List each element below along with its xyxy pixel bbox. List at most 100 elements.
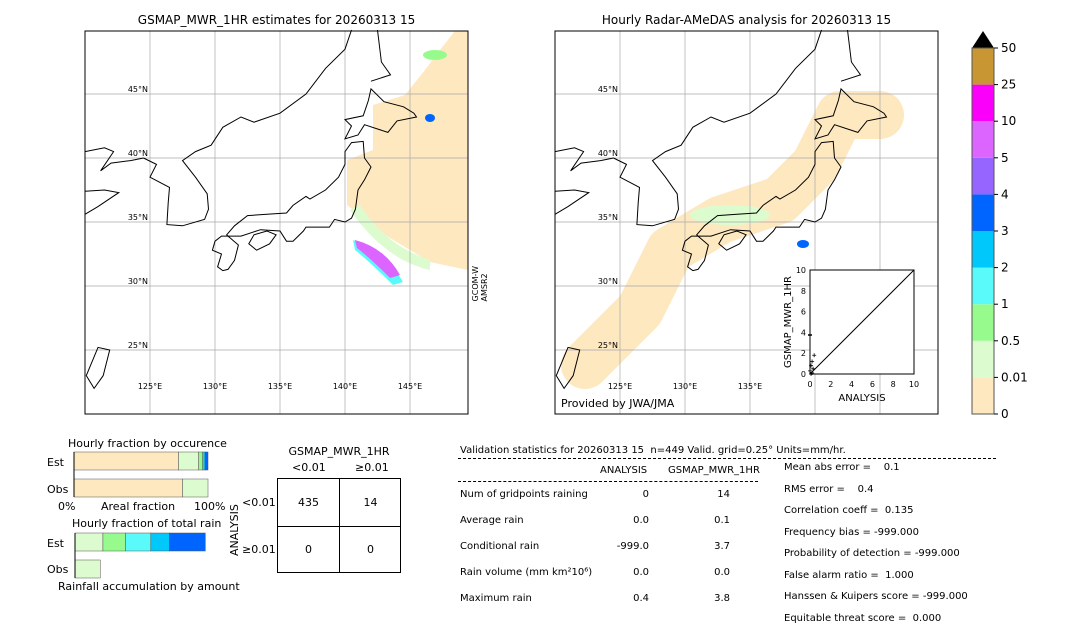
y-tick-label: 0 <box>801 370 806 379</box>
contingency-title: GSMAP_MWR_1HR <box>288 445 390 458</box>
lat-label: 40°N <box>598 149 618 158</box>
bar-segment <box>74 532 104 552</box>
contingency-col-1: ≥0.01 <box>355 461 389 474</box>
scatter-point <box>809 363 814 368</box>
lon-label: 130°E <box>673 382 697 391</box>
bar-segment <box>205 451 209 471</box>
coastline-korea <box>143 29 352 227</box>
contingency-table: 435 14 0 0 <box>277 478 401 573</box>
map-frame <box>84 30 469 415</box>
coastline-shandong <box>84 189 121 215</box>
coastline-shikoku <box>718 230 747 251</box>
stats-col-gsmap: GSMAP_MWR_1HR <box>668 465 760 476</box>
colorbar-extend-arrow <box>972 31 994 48</box>
coastline-kyushu <box>681 235 709 272</box>
cell-miss: 0 <box>305 543 312 556</box>
stat-label: Maximum rain <box>460 593 532 604</box>
y-tick-label: 2 <box>801 349 806 358</box>
rain-fraction-title: Hourly fraction of total rain <box>72 517 222 530</box>
bar-segment <box>150 532 170 552</box>
stat-analysis-value: 0.4 <box>633 593 649 604</box>
left-map: 45°N 40°N 35°N 30°N 25°N 125°E 130°E 135°E 140°E… <box>84 29 469 415</box>
coastline-china <box>84 147 144 172</box>
scatter-ylabel: GSMAP_MWR_1HR <box>783 276 794 368</box>
cell-hits-none: 435 <box>298 496 319 509</box>
left-map-title: GSMAP_MWR_1HR estimates for 20260313 15 <box>137 13 416 27</box>
coastline-korea <box>613 29 822 227</box>
x-tick-label: 2 <box>828 380 833 389</box>
stat-analysis-value: 0 <box>642 489 649 500</box>
bar-segment <box>182 478 209 498</box>
rain-area-3 <box>797 240 809 248</box>
occurrence-title: Hourly fraction by occurence <box>68 437 227 450</box>
colorbar-segment <box>972 157 994 195</box>
colorbar-tick-label: 4 <box>1001 187 1009 201</box>
bar-segment <box>73 478 183 498</box>
stat-label: Average rain <box>460 515 524 526</box>
lon-label: 125°E <box>608 382 632 391</box>
coastline-honshu <box>696 140 842 242</box>
occ-tick-0: 0% <box>58 500 76 513</box>
contingency-row-label: ANALYSIS <box>228 504 241 556</box>
scatter-point <box>809 372 814 376</box>
lat-label: 25°N <box>598 341 618 350</box>
y-tick-label: 10 <box>796 266 806 275</box>
stat-gsmap-value: 0.0 <box>714 567 730 578</box>
score-line: Mean abs error = 0.1 <box>784 462 900 473</box>
stat-gsmap-value: 3.8 <box>714 593 730 604</box>
colorbar-tick-label: 1 <box>1001 297 1009 311</box>
rain-xlabel: Rainfall accumulation by amount <box>58 580 240 593</box>
score-line: RMS error = 0.4 <box>784 483 874 495</box>
stat-gsmap-value: 14 <box>717 489 730 500</box>
divider <box>458 458 996 459</box>
y-tick-label: 6 <box>801 308 806 317</box>
coastline-shandong <box>554 189 591 215</box>
score-line: Hanssen & Kuipers score = -999.000 <box>784 591 968 602</box>
lat-label: 35°N <box>128 213 148 222</box>
x-tick-label: 10 <box>909 380 919 389</box>
bar-segment <box>73 451 179 471</box>
lat-label: 30°N <box>128 277 148 286</box>
y-tick-label: 4 <box>801 328 806 337</box>
rain-area-light <box>347 31 468 270</box>
contingency-row-1: ≥0.01 <box>242 543 276 556</box>
occ-tick-100: 100% <box>194 500 226 513</box>
y-tick-label: 8 <box>801 287 806 296</box>
bar-segment <box>198 451 203 471</box>
colorbar-tick-label: 0.5 <box>1001 334 1020 348</box>
cell-false-alarm: 14 <box>363 496 378 509</box>
bar-segment <box>169 532 206 552</box>
coastline-kyushu <box>211 235 239 272</box>
colorbar-tick-label: 2 <box>1001 261 1009 275</box>
rain-area-10 <box>355 240 400 278</box>
lat-label: 25°N <box>128 341 148 350</box>
lat-label: 45°N <box>128 85 148 94</box>
colorbar-segment <box>972 48 994 85</box>
contingency-row-0: <0.01 <box>242 496 276 509</box>
lat-label: 35°N <box>598 213 618 222</box>
x-tick-label: 8 <box>891 380 896 389</box>
colorbar-tick-label: 50 <box>1001 41 1016 55</box>
scatter-xlabel: ANALYSIS <box>838 393 885 404</box>
contingency-col-0: <0.01 <box>292 461 326 474</box>
colorbar-tick-label: 25 <box>1001 78 1016 92</box>
colorbar-tick-label: 10 <box>1001 114 1016 128</box>
colorbar-tick-label: 0 <box>1001 407 1009 421</box>
lon-label: 135°E <box>738 382 762 391</box>
stat-label: Num of gridpoints raining <box>460 489 588 500</box>
occ-est-label: Est <box>47 456 64 469</box>
stat-analysis-value: 0.0 <box>633 567 649 578</box>
score-line: Frequency bias = -999.000 <box>784 526 919 538</box>
colorbar-segment <box>972 340 994 378</box>
coastline-shikoku <box>248 230 277 251</box>
score-line: Probability of detection = -999.000 <box>784 548 960 559</box>
lon-label: 145°E <box>398 382 422 391</box>
coastline-taiwan <box>85 346 111 390</box>
colorbar-tick-label: 0.01 <box>1001 370 1028 384</box>
rain-area-0.5 <box>423 50 447 60</box>
stat-gsmap-value: 0.1 <box>714 515 730 526</box>
bar-segment <box>102 532 126 552</box>
stat-analysis-value: 0.0 <box>633 515 649 526</box>
x-tick-label: 0 <box>807 380 812 389</box>
right-map-title: Hourly Radar-AMeDAS analysis for 2026031… <box>601 13 892 27</box>
